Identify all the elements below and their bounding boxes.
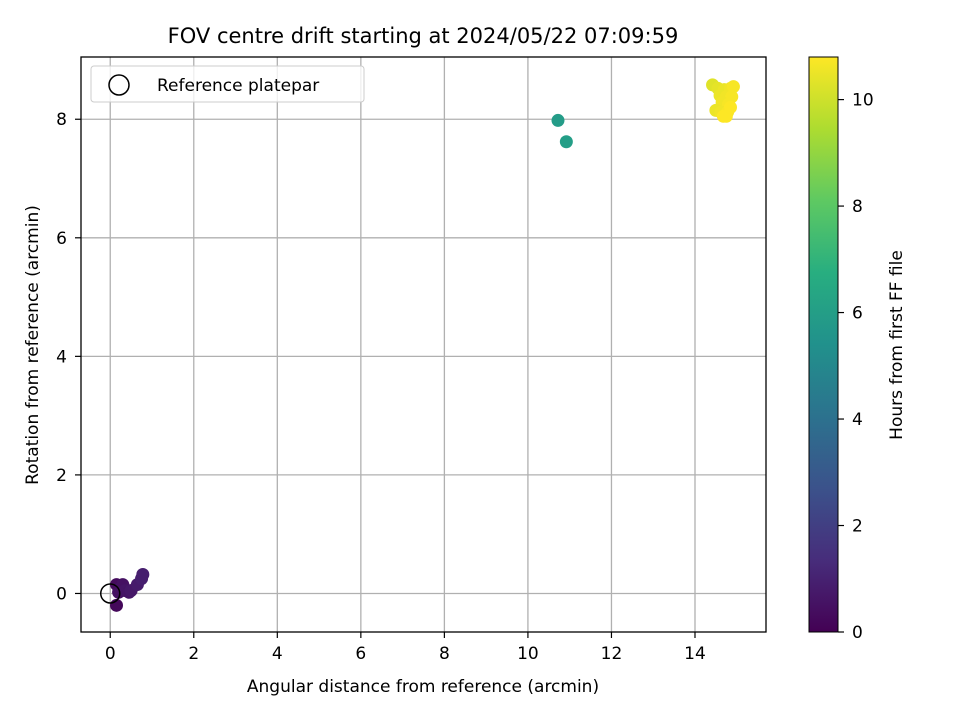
x-tick-label: 4 <box>272 644 283 664</box>
plot-frame <box>80 56 767 633</box>
y-axis-ticks: 0 2 4 6 8 <box>56 110 81 604</box>
data-points <box>110 78 740 612</box>
x-tick-label: 12 <box>601 644 623 664</box>
x-axis-ticks: 0 2 4 6 8 10 12 14 <box>105 632 706 664</box>
y-tick-label: 4 <box>56 347 67 367</box>
legend-box <box>90 65 365 103</box>
colorbar-tick-label: 2 <box>852 517 863 537</box>
colorbar-tick-label: 8 <box>852 197 863 217</box>
legend: Reference platepar <box>90 65 365 103</box>
legend-hollow-circle-icon <box>108 74 130 96</box>
chart-title: FOV centre drift starting at 2024/05/22 … <box>168 24 679 48</box>
data-point <box>726 80 740 94</box>
x-tick-label: 6 <box>355 644 366 664</box>
x-tick-label: 0 <box>105 644 116 664</box>
reference-point <box>99 583 121 604</box>
data-point <box>551 113 565 127</box>
data-point <box>136 568 150 581</box>
x-tick-label: 2 <box>188 644 199 664</box>
colorbar-label: Hours from first FF file <box>887 250 907 440</box>
x-tick-label: 14 <box>684 644 706 664</box>
grid-lines <box>81 57 766 632</box>
y-tick-label: 0 <box>56 584 67 604</box>
colorbar: 0 2 4 6 8 10 Hours from first FF file <box>808 56 907 643</box>
x-axis-label: Angular distance from reference (arcmin) <box>247 677 599 697</box>
colorbar-gradient <box>809 57 838 632</box>
x-tick-label: 8 <box>439 644 450 664</box>
y-tick-label: 2 <box>56 466 67 486</box>
reference-platepar-marker <box>99 583 121 604</box>
data-point <box>723 100 737 114</box>
colorbar-frame <box>808 56 839 633</box>
x-tick-label: 10 <box>517 644 539 664</box>
colorbar-tick-label: 4 <box>852 410 863 430</box>
y-axis-label: Rotation from reference (arcmin) <box>23 205 43 485</box>
colorbar-ticks: 0 2 4 6 8 10 <box>838 91 874 643</box>
legend-label: Reference platepar <box>157 76 319 96</box>
y-tick-label: 8 <box>56 110 67 130</box>
colorbar-tick-label: 6 <box>852 304 863 324</box>
data-point <box>559 135 573 149</box>
colorbar-tick-label: 10 <box>852 91 874 111</box>
colorbar-tick-label: 0 <box>852 623 863 643</box>
y-tick-label: 6 <box>56 229 67 249</box>
